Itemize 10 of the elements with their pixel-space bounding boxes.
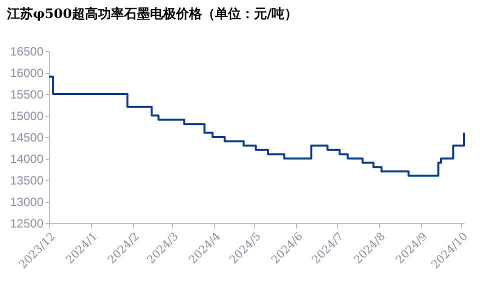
y-tick-label: 13500 bbox=[10, 174, 44, 188]
y-tick-label: 15000 bbox=[10, 109, 44, 123]
y-tick-label: 16500 bbox=[10, 44, 44, 58]
y-tick-label: 13000 bbox=[10, 195, 44, 209]
chart-title: 江苏φ500超高功率石墨电极价格（单位：元/吨） bbox=[6, 6, 298, 22]
y-tick-label: 14500 bbox=[10, 130, 44, 144]
y-tick-label: 15500 bbox=[10, 88, 44, 102]
y-tick-label: 14000 bbox=[10, 152, 44, 166]
y-tick-label: 16000 bbox=[10, 66, 44, 80]
y-tick-label: 12500 bbox=[10, 216, 44, 230]
